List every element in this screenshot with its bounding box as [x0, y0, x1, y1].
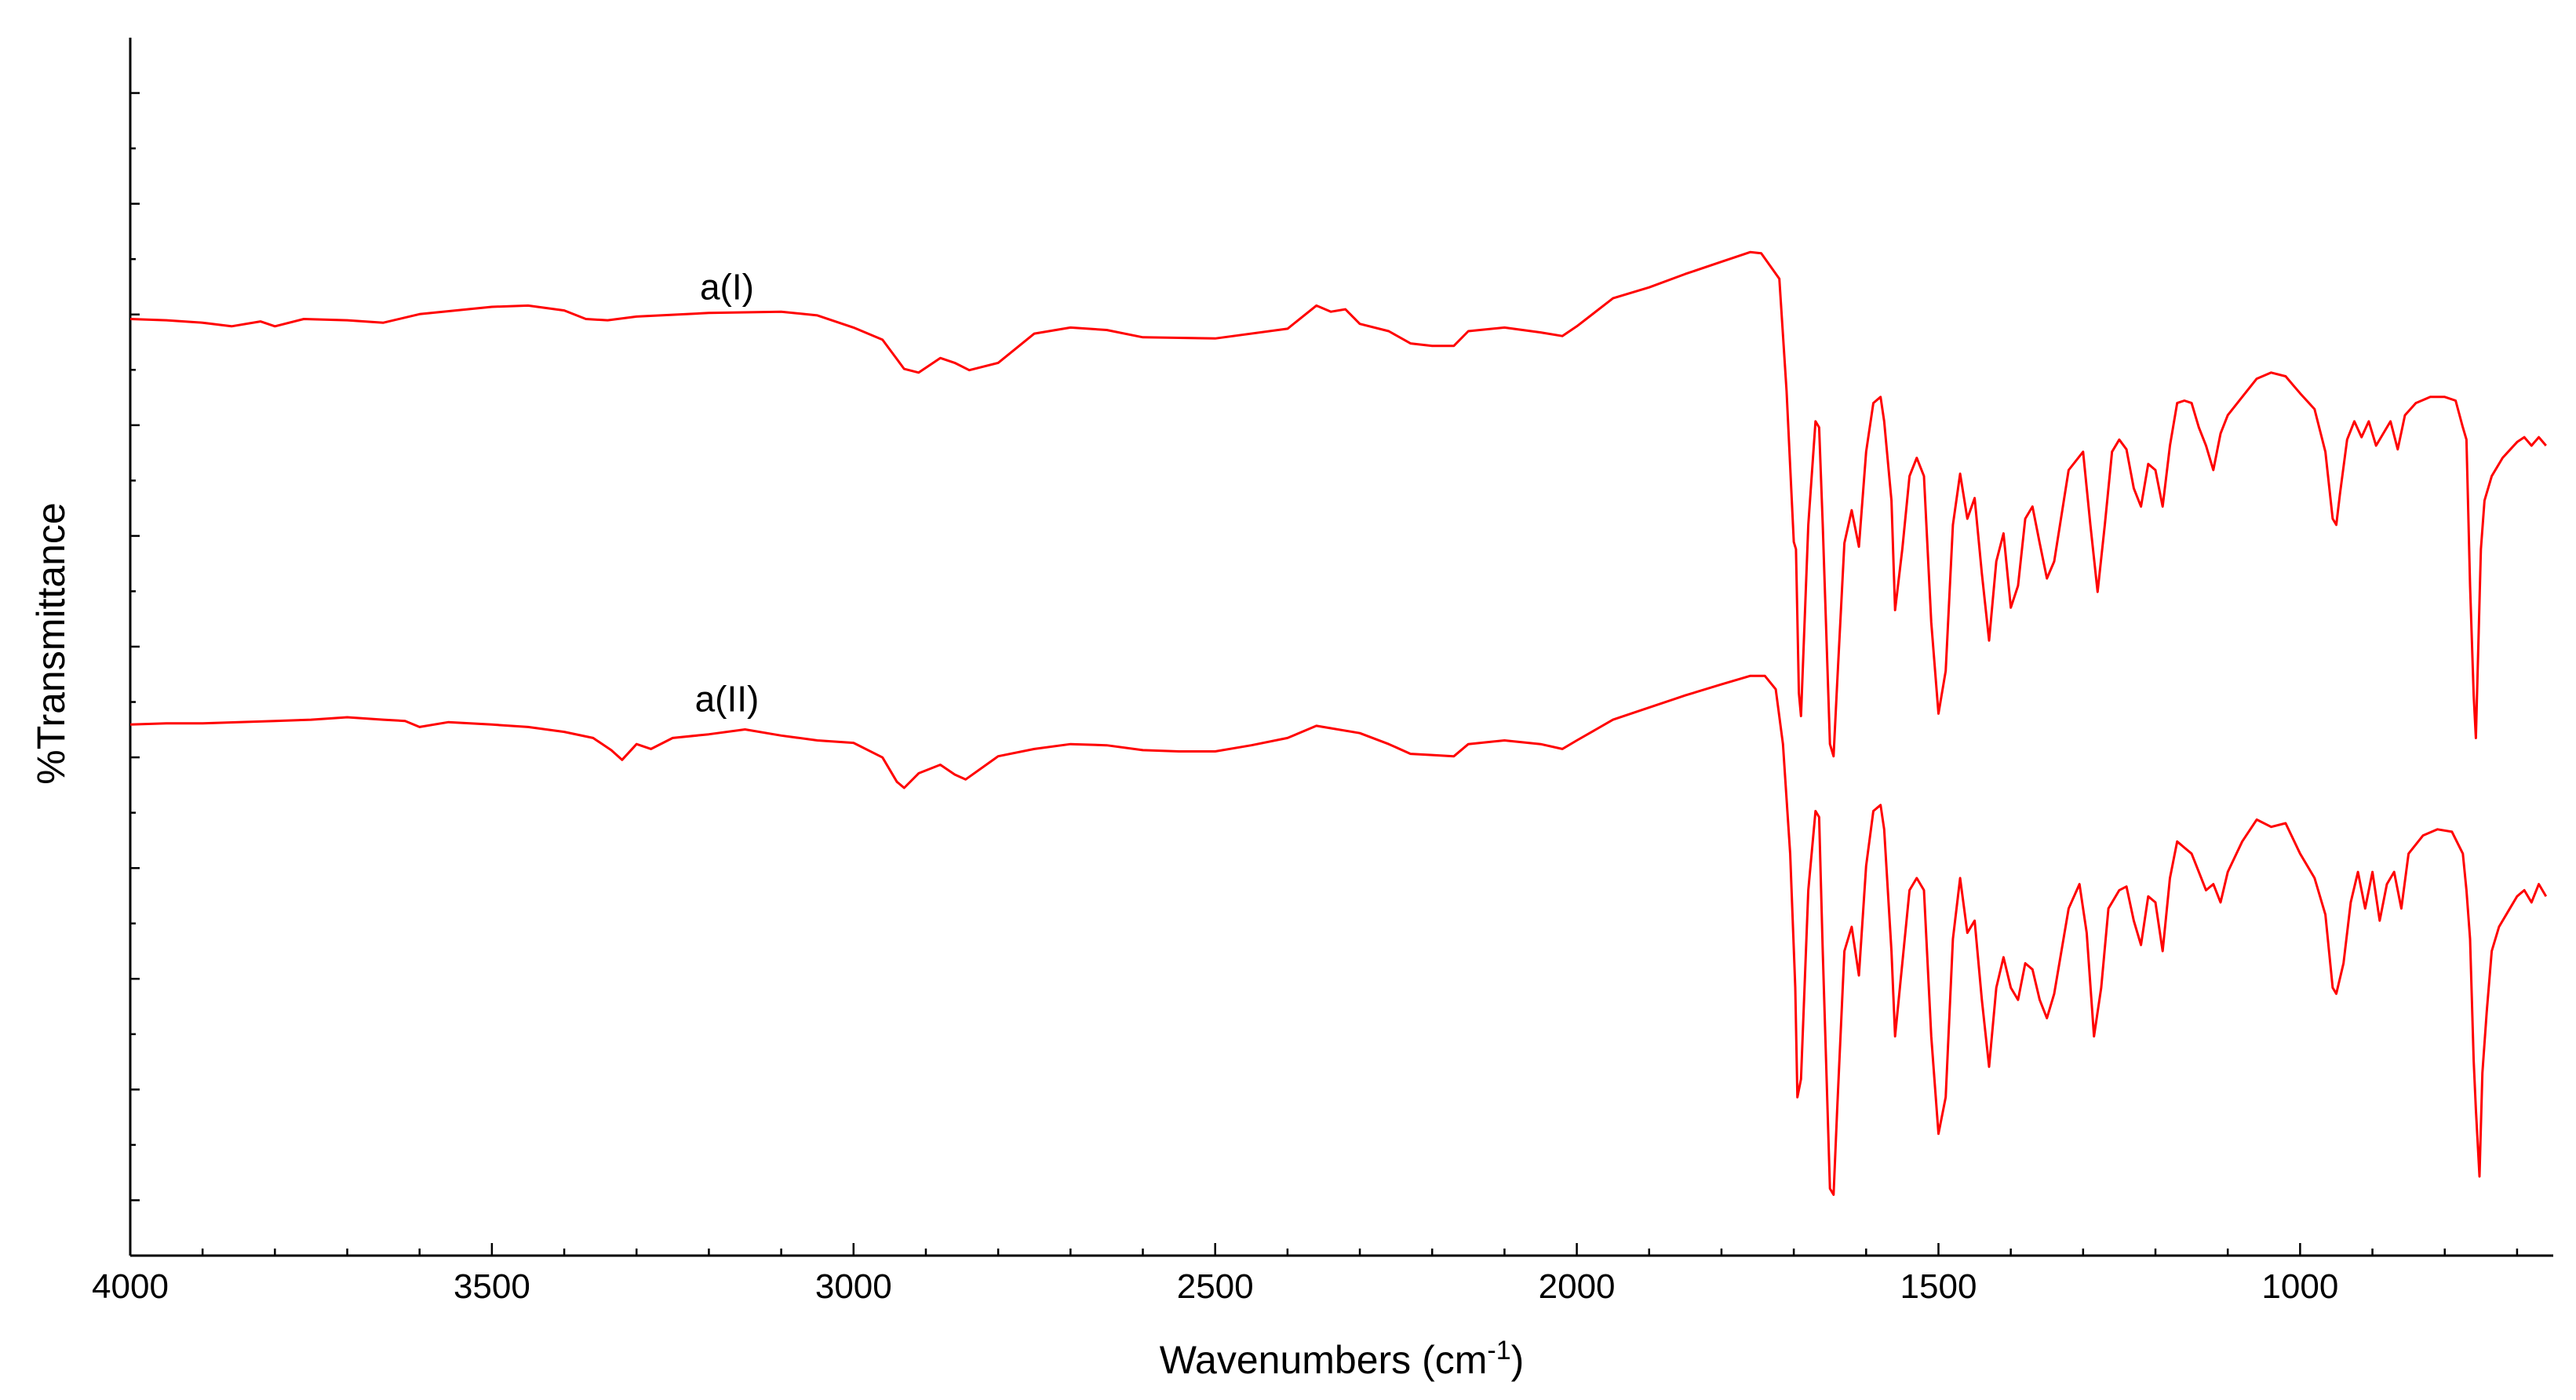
x-tick-label: 2500 [1177, 1267, 1254, 1306]
x-axis-title: Wavenumbers (cm-1) [1160, 1336, 1525, 1382]
series-label: a(I) [700, 267, 754, 308]
x-tick-label: 3000 [815, 1267, 892, 1306]
x-axis-ticks [129, 1243, 2519, 1256]
x-tick-label: 4000 [92, 1267, 169, 1306]
series-label: a(II) [695, 678, 760, 719]
x-tick-label: 3500 [454, 1267, 530, 1306]
y-axis [129, 38, 140, 1256]
x-tick-label: 1500 [1900, 1267, 1977, 1306]
x-axis-tick-labels: 4000 3500 3000 2500 2000 1500 1000 [92, 1267, 2338, 1306]
series-labels: a(I) a(II) [695, 267, 760, 720]
y-axis-title: %Transmittance [29, 502, 73, 784]
spectrum-line-aii [129, 674, 2548, 1196]
spectrum-line-ai [129, 250, 2547, 758]
x-axis: 4000 3500 3000 2500 2000 1500 1000 [92, 1243, 2553, 1306]
x-tick-label: 1000 [2261, 1267, 2338, 1306]
y-axis-ticks [130, 92, 140, 1201]
spectra [129, 250, 2548, 1196]
x-tick-label: 2000 [1539, 1267, 1616, 1306]
